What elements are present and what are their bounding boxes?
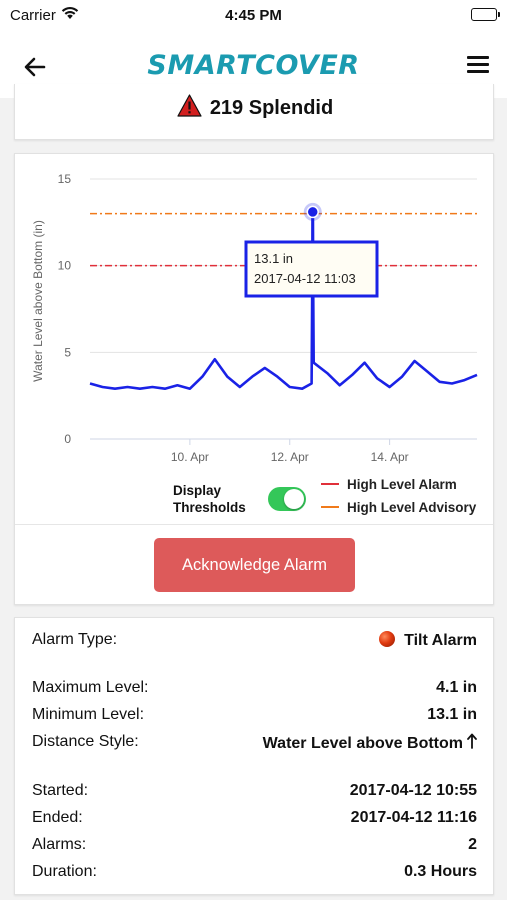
min-level-value: 13.1 in [427,706,477,723]
carrier-label: Carrier [10,7,56,24]
legend-label-advisory: High Level Advisory [347,500,477,515]
y-axis-label: Water Level above Bottom (in) [31,220,45,382]
threshold-lines [90,212,477,267]
alarms-label: Alarms: [32,836,87,853]
site-name: 219 Splendid [209,97,334,119]
y-tick-label: 15 [58,172,72,186]
battery-icon [471,8,500,21]
ended-row: Ended: 2017-04-12 11:16 [32,809,477,831]
x-tick-label: 12. Apr [271,450,309,464]
clock: 4:45 PM [225,7,282,24]
display-thresholds-label-line1: Display [173,483,222,498]
chart-series [89,210,478,390]
alarm-type-row: Alarm Type: Tilt Alarm [32,631,477,653]
water-level-series-line [89,210,478,390]
alarms-row: Alarms: 2 [32,836,477,858]
alarms-value: 2 [468,836,477,853]
alarm-type-label: Alarm Type: [32,631,118,648]
distance-style-value: Water Level above Bottom [263,733,477,754]
ended-label: Ended: [32,809,83,826]
duration-value: 0.3 Hours [404,863,477,880]
legend-swatch-alarm [321,483,339,485]
chart-ticks: 0 5 10 15 10. Apr 12. Apr 14. Apr [58,172,409,464]
max-level-row: Maximum Level: 4.1 in [32,679,477,701]
display-thresholds-label: Display Thresholds [173,482,246,516]
legend-high-level-alarm: High Level Alarm [321,477,457,492]
status-bar: Carrier 4:45 PM [0,0,507,34]
tooltip-box [244,240,379,298]
distance-style-row: Distance Style: Water Level above Bottom [32,733,477,755]
started-label: Started: [32,782,89,799]
y-tick-label: 5 [64,345,71,359]
highlight-point [306,205,319,219]
back-arrow-icon[interactable] [20,52,50,82]
x-tick-label: 14. Apr [371,450,409,464]
chart-tooltip: 13.1 in 2017-04-12 11:03 [244,202,379,298]
legend-high-level-advisory: High Level Advisory [321,500,476,515]
up-arrow-icon [467,733,477,754]
tooltip-timestamp: 2017-04-12 11:03 [254,271,356,286]
hamburger-menu-icon[interactable] [467,56,489,76]
site-title-card: 219 Splendid [14,84,494,140]
toggle-knob [284,489,304,509]
tilt-alarm-icon [379,631,396,647]
display-thresholds-label-line2: Thresholds [173,500,246,515]
alarm-type-value: Tilt Alarm [379,631,477,650]
y-tick-label: 10 [58,259,72,273]
distance-style-label: Distance Style: [32,733,139,750]
legend-swatch-advisory [321,506,339,508]
y-tick-label: 0 [64,432,71,446]
wifi-icon [61,6,79,25]
warning-triangle-icon [177,94,202,123]
duration-label: Duration: [32,863,97,880]
alarm-details-card: Alarm Type: Tilt Alarm Maximum Level: 4.… [14,617,494,895]
started-value: 2017-04-12 10:55 [349,782,477,799]
x-tick-label: 10. Apr [171,450,209,464]
max-level-label: Maximum Level: [32,679,149,696]
duration-row: Duration: 0.3 Hours [32,863,477,885]
smartcover-logo: SMARTCOVER [147,50,360,81]
distance-style-text: Water Level above Bottom [262,735,463,752]
divider [15,524,493,525]
started-row: Started: 2017-04-12 10:55 [32,782,477,804]
chart-grid [90,178,477,440]
max-level-value: 4.1 in [436,679,477,696]
site-title: 219 Splendid [15,94,495,123]
legend-label-alarm: High Level Alarm [347,477,457,492]
min-level-label: Minimum Level: [32,706,145,723]
ended-value: 2017-04-12 11:16 [350,809,477,826]
water-level-chart[interactable]: 0 5 10 15 10. Apr 12. Apr 14. Apr Water Level … [15,154,493,524]
acknowledge-alarm-button[interactable]: Acknowledge Alarm [154,538,355,592]
tooltip-value: 13.1 in [254,251,293,266]
alarm-type-text: Tilt Alarm [404,632,477,649]
chart-card: 0 5 10 15 10. Apr 12. Apr 14. Apr Water Level … [14,153,494,605]
display-thresholds-toggle[interactable] [268,487,306,511]
min-level-row: Minimum Level: 13.1 in [32,706,477,728]
